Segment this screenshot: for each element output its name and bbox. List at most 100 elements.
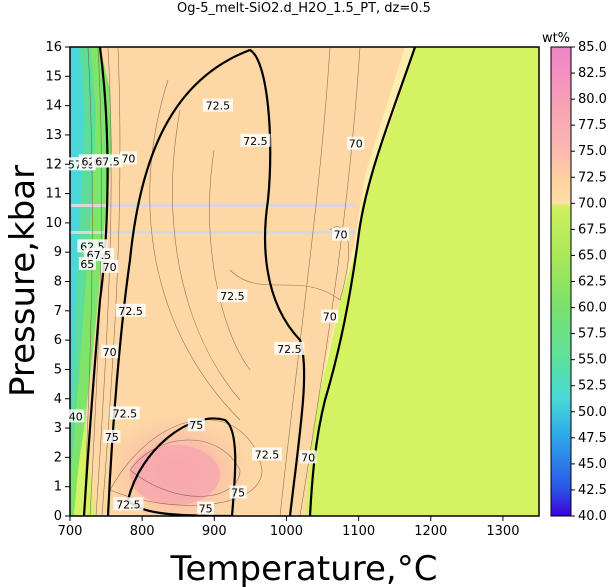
contour-label: 75 <box>105 431 119 444</box>
contour-70-left <box>82 47 109 516</box>
colorbar-tick-label: 67.5 <box>578 222 607 237</box>
contour-label: 72.5 <box>206 100 231 113</box>
colorbar-tick-label: 62.5 <box>578 275 607 290</box>
contour-label: 70 <box>121 152 135 165</box>
contour-label-bg <box>202 98 233 112</box>
contour-label: 75 <box>231 487 245 500</box>
colorbar-tick-label: 65.0 <box>578 248 607 263</box>
y-tick-label: 16 <box>45 40 62 55</box>
colorbar-tick-label: 60.0 <box>578 301 607 316</box>
x-tick-label: 1100 <box>342 524 375 539</box>
colorbar-tick-label: 80.0 <box>578 92 607 107</box>
contour-label: 72.5 <box>118 305 143 318</box>
contour-label-bg <box>109 406 140 420</box>
y-tick-label: 2 <box>54 450 62 465</box>
contour-label-bg <box>240 133 271 147</box>
y-tick-label: 13 <box>45 128 62 143</box>
y-tick-label: 15 <box>45 69 62 84</box>
colorbar-tick-label: 42.5 <box>578 483 607 498</box>
contour-label: 72.5 <box>220 290 245 303</box>
contour-label-bg <box>229 485 247 499</box>
colorbar-tick-label: 40.0 <box>578 509 607 524</box>
contour-label-bg <box>187 418 205 432</box>
contour-label-bg <box>217 289 248 303</box>
y-tick-label: 3 <box>54 421 62 436</box>
colorbar-tick-label: 57.5 <box>578 327 607 342</box>
colorbar-unit: wt% <box>542 31 570 46</box>
contour-label: 72.5 <box>255 448 280 461</box>
contour-label: 72.5 <box>277 343 302 356</box>
contour-label: 70 <box>323 311 337 324</box>
contour-70-right <box>308 47 417 516</box>
x-tick-label: 1200 <box>414 524 447 539</box>
colorbar-tick-label: 75.0 <box>578 144 607 159</box>
y-tick-label: 7 <box>54 304 62 319</box>
x-tick-label: 900 <box>202 524 227 539</box>
contour-label-bg <box>119 151 137 165</box>
colorbar-tick-label: 72.5 <box>578 170 607 185</box>
field-hot-inner <box>130 445 220 505</box>
colorbar-tick-label: 77.5 <box>578 118 607 133</box>
contour-label: 75 <box>199 503 213 516</box>
colorbar-ticks: 40.0 42.5 45.0 47.5 50.0 52.5 55.0 57.5 60.0 62.5… <box>571 40 607 524</box>
contour-label: 67.5 <box>95 155 120 168</box>
y-tick-label: 9 <box>54 245 62 260</box>
contour-labels: 72.572.57057.56062.56567.5707062.567.565… <box>65 98 365 516</box>
field-orange <box>72 47 405 516</box>
contour-label-bg <box>332 227 350 241</box>
y-tick-label: 0 <box>54 509 62 524</box>
y-tick-label: 1 <box>54 480 62 495</box>
contour-label: 72.5 <box>116 498 141 511</box>
chart-title: Og-5_melt-SiO2.d_H2O_1.5_PT, dz=0.5 <box>177 1 431 16</box>
contour-label-bg <box>347 136 365 150</box>
colorbar-tick-label: 50.0 <box>578 405 607 420</box>
contour-label: 70 <box>103 346 117 359</box>
contour-label: 72.5 <box>113 407 138 420</box>
contour-label-bg <box>251 447 282 461</box>
y-tick-label: 14 <box>45 99 62 114</box>
contour-label: 40 <box>69 410 83 423</box>
y-tick-label: 8 <box>54 275 62 290</box>
contour-label-bg <box>115 303 146 317</box>
x-tick-label: 1000 <box>270 524 303 539</box>
colorbar-tick-label: 52.5 <box>578 379 607 394</box>
contour-label-bg <box>101 259 119 273</box>
contour-label-bg <box>103 429 121 443</box>
contour-label: 70 <box>349 138 363 151</box>
colorbar-tick-label: 55.0 <box>578 353 607 368</box>
colorbar-tick-label: 45.0 <box>578 457 607 472</box>
y-tick-label: 12 <box>45 157 62 172</box>
contour-label: 70 <box>334 229 348 242</box>
contour-label-bg <box>67 409 85 423</box>
contour-label: 75 <box>189 419 203 432</box>
x-tick-label: 800 <box>130 524 155 539</box>
colorbar-tick-label: 70.0 <box>578 196 607 211</box>
y-axis-title: Pressure,kbar <box>3 165 43 397</box>
contour-label-bg <box>78 256 96 270</box>
colorbar-tick-label: 85.0 <box>578 40 607 55</box>
y-tick-label: 6 <box>54 333 62 348</box>
x-tick-label: 1300 <box>486 524 519 539</box>
y-tick-label: 10 <box>45 216 62 231</box>
colorbar-tick-label: 82.5 <box>578 66 607 81</box>
colorbar <box>550 46 572 517</box>
x-axis-title: Temperature,°C <box>170 549 438 587</box>
x-tick-label: 700 <box>58 524 83 539</box>
colorbar-tick-label: 47.5 <box>578 431 607 446</box>
grey-bar-lower <box>70 231 356 234</box>
contour-label-bg <box>299 450 317 464</box>
contour-label-bg <box>321 309 339 323</box>
contour-label-bg <box>274 341 305 355</box>
contour-label-bg <box>197 501 215 515</box>
contour-label: 70 <box>301 451 315 464</box>
x-axis-ticks: 700 800 900 1000 1100 1200 1300 <box>58 516 519 539</box>
contour-label-bg <box>92 154 123 168</box>
grey-bar-upper <box>70 204 356 207</box>
contour-label: 72.5 <box>243 135 268 148</box>
y-tick-label: 5 <box>54 362 62 377</box>
y-tick-label: 4 <box>54 392 62 407</box>
contour-label: 65 <box>80 258 94 271</box>
contour-label-bg <box>101 344 119 358</box>
contour-label: 70 <box>103 261 117 274</box>
